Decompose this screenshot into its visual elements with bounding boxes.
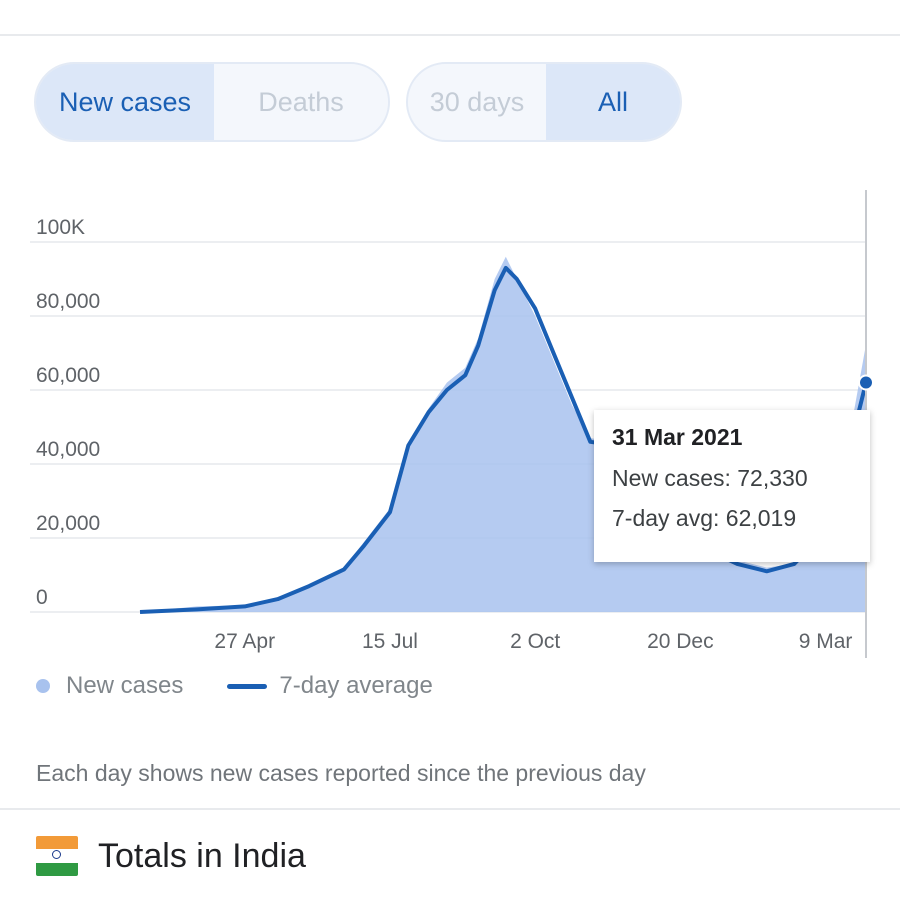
new-cases-legend-dot-icon — [36, 679, 50, 693]
totals-title: Totals in India — [98, 836, 306, 875]
30-days-toggle[interactable]: 30 days — [408, 64, 546, 140]
all-time-toggle[interactable]: All — [546, 64, 680, 140]
new-cases-toggle[interactable]: New cases — [36, 64, 214, 140]
range-toggle: 30 days All — [406, 62, 682, 142]
x-tick-label: 15 Jul — [362, 630, 418, 653]
y-tick-label: 80,000 — [36, 290, 100, 313]
legend-new-cases: New cases — [66, 672, 184, 699]
new-cases-area — [140, 256, 866, 612]
section-divider — [0, 808, 900, 810]
y-tick-label: 20,000 — [36, 512, 100, 535]
tooltip-new-cases: New cases: 72,330 — [612, 465, 808, 491]
metric-toggle: New cases Deaths — [34, 62, 390, 142]
x-tick-label: 20 Dec — [647, 630, 714, 653]
x-tick-label: 2 Oct — [510, 630, 560, 653]
seven-day-average-legend-line-icon — [227, 683, 268, 689]
x-tick-label: 27 Apr — [214, 630, 275, 653]
y-tick-label: 60,000 — [36, 364, 100, 387]
chart-tooltip: 31 Mar 2021 New cases: 72,330 7-day avg:… — [594, 410, 870, 562]
y-tick-label: 100K — [36, 216, 85, 239]
y-tick-label: 40,000 — [36, 438, 100, 461]
y-axis-ticks: 0 20,000 40,000 60,000 80,000 100K — [36, 216, 100, 609]
tooltip-seven-day-avg: 7-day avg: 62,019 — [612, 505, 797, 531]
hover-point — [858, 374, 874, 391]
x-tick-label: 9 Mar — [799, 630, 853, 653]
india-flag-icon — [36, 836, 78, 876]
chart-footnote: Each day shows new cases reported since … — [36, 760, 646, 786]
x-axis-ticks: 27 Apr 15 Jul 2 Oct 20 Dec 9 Mar — [214, 630, 852, 653]
chart-legend: New cases 7-day average — [36, 672, 433, 700]
seven-day-average-line — [139, 265, 868, 614]
totals-header[interactable]: Totals in India — [36, 836, 306, 876]
top-divider — [0, 34, 900, 36]
legend-seven-day-average: 7-day average — [279, 672, 433, 699]
tooltip-date: 31 Mar 2021 — [612, 424, 743, 450]
y-tick-label: 0 — [36, 586, 48, 609]
deaths-toggle[interactable]: Deaths — [214, 64, 388, 140]
cases-chart[interactable]: 0 20,000 40,000 60,000 80,000 100K 27 Apr 15 J… — [0, 180, 900, 660]
